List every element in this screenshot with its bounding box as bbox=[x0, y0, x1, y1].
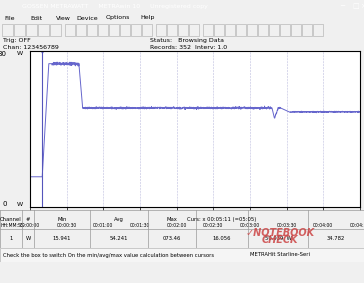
Bar bbox=[302, 24, 312, 36]
Bar bbox=[156, 24, 166, 36]
Bar bbox=[247, 24, 257, 36]
Bar bbox=[225, 24, 235, 36]
Text: Help: Help bbox=[140, 16, 154, 20]
Text: Check the box to switch On the min/avg/max value calculation between cursors: Check the box to switch On the min/avg/m… bbox=[3, 252, 214, 258]
Bar bbox=[14, 24, 25, 36]
Text: W: W bbox=[17, 202, 23, 207]
Text: Device: Device bbox=[76, 16, 98, 20]
Text: 54.241: 54.241 bbox=[110, 236, 128, 241]
Bar bbox=[142, 24, 152, 36]
Text: Records: 352  Interv: 1.0: Records: 352 Interv: 1.0 bbox=[150, 46, 227, 50]
Bar bbox=[291, 24, 301, 36]
Text: □: □ bbox=[352, 3, 359, 10]
Text: 00:02:00: 00:02:00 bbox=[166, 223, 187, 228]
Text: 50.939  W: 50.939 W bbox=[265, 236, 292, 241]
Text: 80: 80 bbox=[0, 51, 7, 57]
Bar bbox=[50, 24, 61, 36]
Bar bbox=[313, 24, 323, 36]
Text: ─: ─ bbox=[340, 3, 344, 10]
Text: 00:02:30: 00:02:30 bbox=[203, 223, 223, 228]
Bar bbox=[98, 24, 108, 36]
Text: Status:   Browsing Data: Status: Browsing Data bbox=[150, 38, 224, 44]
Text: #: # bbox=[26, 217, 30, 222]
Text: 15.941: 15.941 bbox=[53, 236, 71, 241]
Bar bbox=[65, 24, 75, 36]
Text: 073.46: 073.46 bbox=[163, 236, 181, 241]
Text: 00:04:00: 00:04:00 bbox=[313, 223, 333, 228]
Text: 16.056: 16.056 bbox=[213, 236, 231, 241]
Text: View: View bbox=[56, 16, 71, 20]
Bar bbox=[214, 24, 224, 36]
Text: CHECK: CHECK bbox=[262, 235, 298, 245]
Bar bbox=[26, 24, 37, 36]
Text: 1: 1 bbox=[9, 236, 13, 241]
Text: Avg: Avg bbox=[114, 217, 124, 222]
Text: 00:00:30: 00:00:30 bbox=[56, 223, 77, 228]
Text: Channel: Channel bbox=[0, 217, 22, 222]
Bar bbox=[131, 24, 141, 36]
Text: 0: 0 bbox=[3, 201, 7, 207]
Bar bbox=[109, 24, 119, 36]
Bar bbox=[269, 24, 279, 36]
Text: GOSSEN METRAWATT     METRAwin 10     Unregistered copy: GOSSEN METRAWATT METRAwin 10 Unregistere… bbox=[22, 4, 208, 9]
Text: Chan: 123456789: Chan: 123456789 bbox=[3, 46, 59, 50]
Text: W: W bbox=[17, 51, 23, 56]
Text: Options: Options bbox=[106, 16, 130, 20]
Bar bbox=[120, 24, 130, 36]
Text: 34.782: 34.782 bbox=[327, 236, 345, 241]
Text: Edit: Edit bbox=[30, 16, 42, 20]
Text: File: File bbox=[4, 16, 15, 20]
Bar bbox=[258, 24, 268, 36]
Text: ✓NOTEBOOK: ✓NOTEBOOK bbox=[245, 228, 314, 238]
Text: 00:03:30: 00:03:30 bbox=[277, 223, 297, 228]
Bar bbox=[178, 24, 188, 36]
Text: Trig: OFF: Trig: OFF bbox=[3, 38, 31, 44]
Text: Curs: x 00:05:11 (=05:05): Curs: x 00:05:11 (=05:05) bbox=[187, 217, 257, 222]
Bar bbox=[280, 24, 290, 36]
Text: Max: Max bbox=[167, 217, 177, 222]
Text: ×: × bbox=[360, 3, 364, 10]
Text: 00:00:00: 00:00:00 bbox=[20, 223, 40, 228]
Text: 00:01:00: 00:01:00 bbox=[93, 223, 114, 228]
Text: METRAHit Starline-Seri: METRAHit Starline-Seri bbox=[250, 252, 310, 258]
Bar bbox=[87, 24, 97, 36]
Text: W: W bbox=[25, 236, 31, 241]
Bar bbox=[203, 24, 213, 36]
Bar bbox=[38, 24, 49, 36]
Text: Min: Min bbox=[57, 217, 67, 222]
Text: 00:04:30: 00:04:30 bbox=[350, 223, 364, 228]
Bar bbox=[236, 24, 246, 36]
Bar bbox=[167, 24, 177, 36]
Text: 00:01:30: 00:01:30 bbox=[130, 223, 150, 228]
Text: 00:03:00: 00:03:00 bbox=[240, 223, 260, 228]
Bar bbox=[76, 24, 86, 36]
Bar bbox=[189, 24, 199, 36]
Bar bbox=[2, 24, 13, 36]
Text: HH:MM:SS: HH:MM:SS bbox=[0, 223, 24, 228]
